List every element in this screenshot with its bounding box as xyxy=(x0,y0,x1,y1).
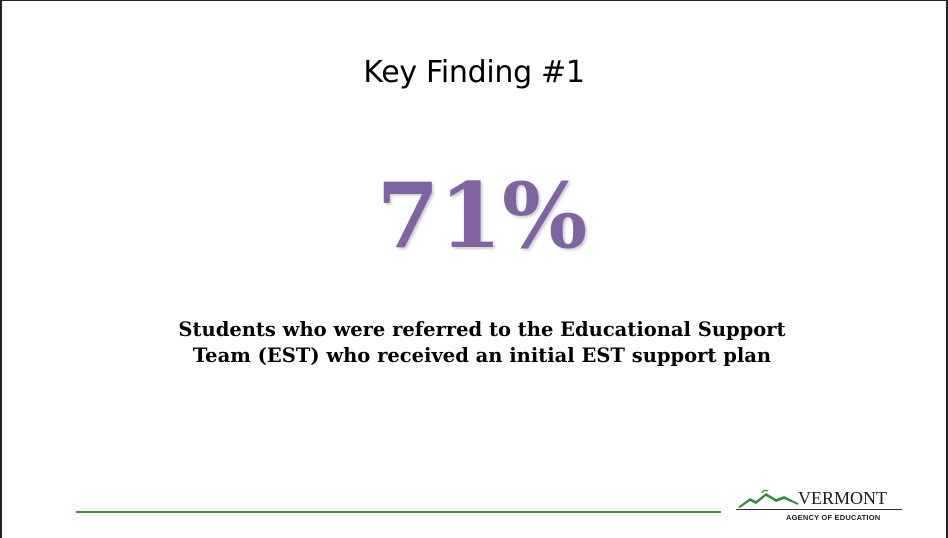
description-line: Team (EST) who received an initial EST s… xyxy=(192,344,772,367)
statistic-description: Students who were referred to the Educat… xyxy=(2,317,948,369)
logo-subtitle: AGENCY OF EDUCATION xyxy=(786,513,881,522)
key-statistic: 71% xyxy=(376,163,588,269)
logo-wordmark: VERMONT xyxy=(798,488,887,508)
vermont-aoe-logo: VERMONT AGENCY OF EDUCATION xyxy=(736,487,906,527)
footer-divider xyxy=(76,511,721,513)
mountain-icon xyxy=(738,489,798,508)
logo-rule xyxy=(736,509,902,510)
description-line: Students who were referred to the Educat… xyxy=(178,318,786,341)
slide-title: Key Finding #1 xyxy=(363,55,585,90)
